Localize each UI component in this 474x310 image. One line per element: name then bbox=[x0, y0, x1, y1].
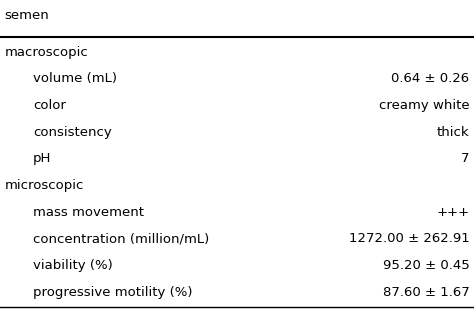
Text: volume (mL): volume (mL) bbox=[33, 72, 117, 85]
Text: concentration (million/mL): concentration (million/mL) bbox=[33, 232, 210, 245]
Text: semen: semen bbox=[5, 9, 49, 22]
Text: consistency: consistency bbox=[33, 126, 112, 139]
Text: progressive motility (%): progressive motility (%) bbox=[33, 286, 192, 299]
Text: macroscopic: macroscopic bbox=[5, 46, 89, 59]
Text: mass movement: mass movement bbox=[33, 206, 144, 219]
Text: creamy white: creamy white bbox=[379, 99, 469, 112]
Text: thick: thick bbox=[437, 126, 469, 139]
Text: 7: 7 bbox=[461, 152, 469, 165]
Text: pH: pH bbox=[33, 152, 52, 165]
Text: microscopic: microscopic bbox=[5, 179, 84, 192]
Text: 0.64 ± 0.26: 0.64 ± 0.26 bbox=[391, 72, 469, 85]
Text: +++: +++ bbox=[436, 206, 469, 219]
Text: 1272.00 ± 262.91: 1272.00 ± 262.91 bbox=[348, 232, 469, 245]
Text: color: color bbox=[33, 99, 66, 112]
Text: viability (%): viability (%) bbox=[33, 259, 113, 272]
Text: 95.20 ± 0.45: 95.20 ± 0.45 bbox=[383, 259, 469, 272]
Text: 87.60 ± 1.67: 87.60 ± 1.67 bbox=[383, 286, 469, 299]
